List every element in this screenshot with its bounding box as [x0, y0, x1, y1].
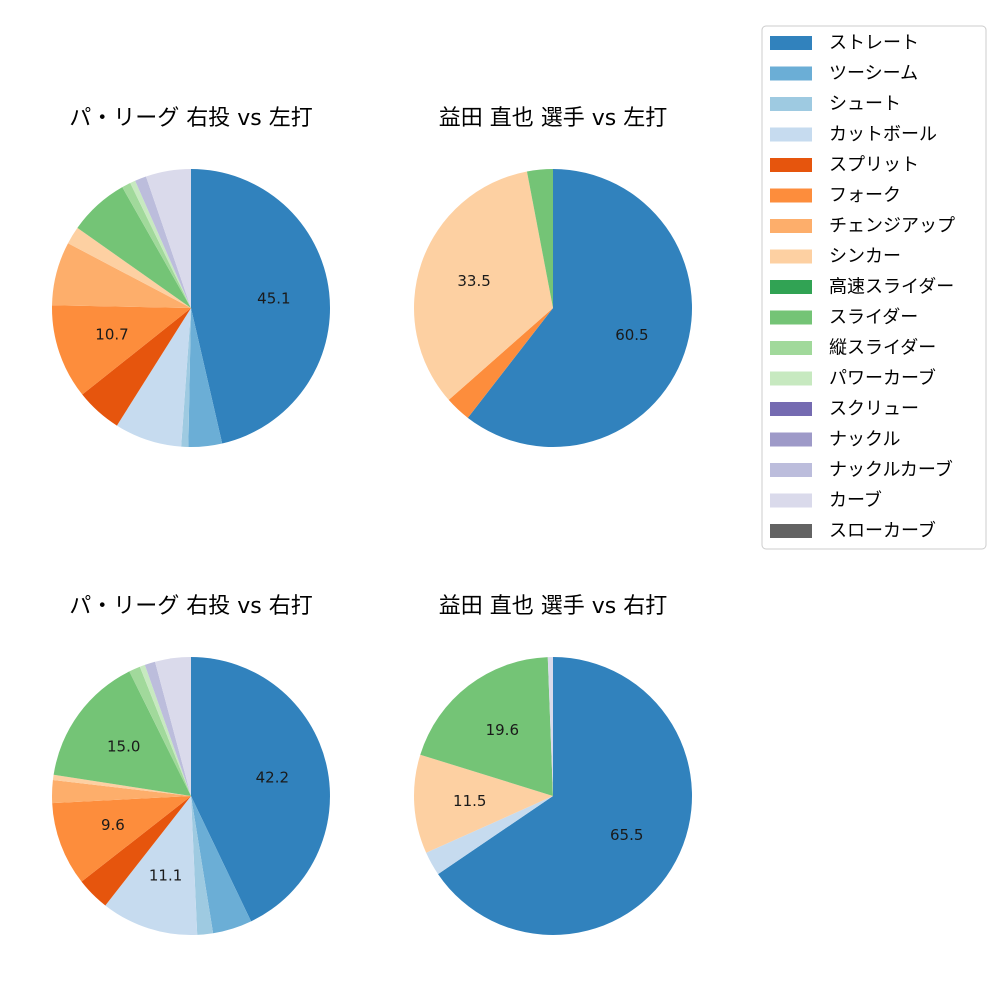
pie-slice-9: [129, 666, 191, 796]
slice-value-label: 15.0: [107, 738, 140, 756]
pie-slice-1: [191, 796, 252, 934]
pie-slice-4: [547, 657, 553, 796]
slice-value-label: 9.6: [101, 816, 125, 834]
pie-chart-bottom-left: パ・リーグ 右投 vs 右打 42.2 11.1 9.6 15.0: [51, 594, 330, 935]
pie-slice-4: [81, 796, 191, 906]
slice-value-label: 11.1: [149, 866, 182, 884]
legend-swatch: [770, 341, 812, 355]
legend-label: カットボール: [829, 124, 937, 145]
pie-slice-11: [135, 176, 191, 308]
legend-label: シュート: [829, 94, 901, 115]
legend-label: スクリュー: [829, 399, 919, 420]
legend-label: スプリット: [829, 155, 919, 176]
slice-value-label: 10.7: [95, 326, 128, 344]
pie-slice-2: [413, 754, 553, 853]
pie-chart-bottom-right: 益田 直也 選手 vs 右打 65.5 11.5 19.6: [413, 594, 693, 935]
slice-value-label: 33.5: [457, 272, 490, 290]
legend-swatch: [770, 432, 812, 447]
legend-label: シンカー: [829, 246, 901, 267]
pie-slice-0: [467, 169, 693, 447]
legend-swatch: [770, 66, 812, 81]
chart-title: パ・リーグ 右投 vs 右打: [69, 594, 312, 619]
pie-slice-3: [116, 308, 191, 447]
legend-swatch: [770, 158, 812, 172]
legend-label: スローカーブ: [829, 520, 936, 542]
legend-label: パワーカーブ: [829, 367, 936, 389]
pie-slice-2: [191, 796, 214, 935]
legend-swatch: [770, 463, 812, 477]
pie-slice-8: [77, 187, 191, 308]
legend-swatch: [770, 188, 812, 203]
pie-slice-5: [52, 305, 192, 395]
legend-label: 縦スライダー: [829, 338, 936, 359]
legend-label: ナックル: [829, 429, 900, 450]
legend-label: スライダー: [829, 307, 918, 328]
legend-label: フォーク: [829, 185, 901, 206]
legend-swatch: [770, 97, 812, 111]
pie-slice-1: [448, 308, 553, 418]
pie-slice-1: [188, 308, 223, 447]
pie-slice-8: [53, 671, 191, 796]
slice-value-label: 19.6: [486, 721, 519, 739]
pie-slice-11: [144, 661, 191, 796]
legend-label: カーブ: [829, 489, 882, 511]
pie-slice-1: [426, 796, 553, 875]
legend-label: チェンジアップ: [829, 216, 955, 237]
slice-value-label: 60.5: [615, 326, 648, 344]
legend-label: ストレート: [829, 33, 919, 54]
chart-title: 益田 直也 選手 vs 左打: [439, 106, 667, 131]
legend-swatch: [770, 310, 812, 325]
pie-slice-3: [526, 169, 553, 308]
legend-swatch: [770, 219, 812, 233]
legend-frame: [761, 25, 987, 550]
legend-label: ナックルカーブ: [829, 459, 953, 481]
pie-chart-top-right: 益田 直也 選手 vs 左打 60.5 33.5: [413, 106, 693, 447]
pie-slice-7: [68, 227, 191, 308]
pie-slice-12: [146, 169, 191, 308]
legend-swatch: [770, 371, 812, 386]
pie-slice-10: [130, 180, 191, 308]
pie-slice-10: [139, 664, 191, 796]
legend-label: 高速スライダー: [829, 277, 954, 298]
pie-slice-0: [438, 657, 693, 935]
pie-slice-3: [420, 657, 553, 796]
pie-slice-7: [52, 774, 191, 796]
chart-title: 益田 直也 選手 vs 右打: [439, 594, 667, 619]
legend-swatch: [770, 36, 812, 50]
pie-slice-6: [51, 780, 191, 804]
legend-swatch: [770, 127, 812, 142]
legend-swatch: [770, 524, 812, 538]
slice-value-label: 42.2: [256, 769, 289, 787]
slice-value-label: 65.5: [610, 826, 643, 844]
legend-swatch: [770, 280, 812, 294]
pie-slice-12: [155, 657, 191, 796]
pie-slice-0: [191, 169, 331, 444]
pie-slice-6: [52, 243, 191, 308]
pie-slice-5: [52, 796, 192, 882]
chart-title: パ・リーグ 右投 vs 左打: [69, 106, 312, 131]
pie-slice-2: [413, 171, 553, 400]
pie-slice-0: [191, 657, 330, 922]
legend-swatch: [770, 249, 812, 264]
pie-slice-4: [82, 308, 191, 426]
legend-swatch: [770, 402, 812, 416]
pie-slice-9: [122, 182, 191, 308]
slice-value-label: 45.1: [257, 290, 290, 308]
legend: ストレートツーシームシュートカットボールスプリットフォークチェンジアップシンカー…: [761, 25, 987, 550]
pie-slice-3: [105, 796, 198, 935]
legend-swatch: [770, 493, 812, 508]
legend-label: ツーシーム: [829, 63, 918, 84]
pie-chart-top-left: パ・リーグ 右投 vs 左打 45.1 10.7: [52, 106, 331, 447]
slice-value-label: 11.5: [453, 792, 486, 810]
pie-slice-2: [181, 308, 191, 447]
